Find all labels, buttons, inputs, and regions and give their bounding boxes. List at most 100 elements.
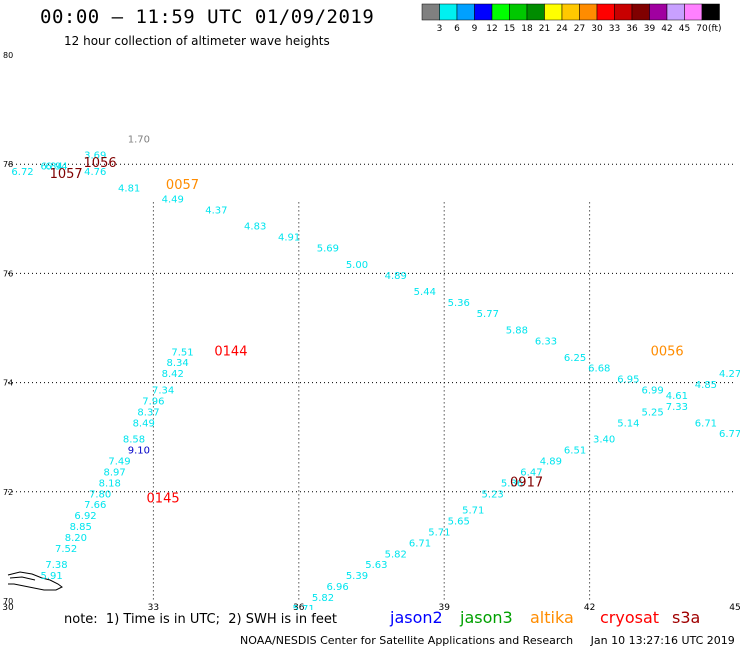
wave-height-value: 5.71: [293, 604, 315, 610]
y-tick-label: 78: [3, 160, 13, 169]
wave-height-value: 5.14: [617, 418, 639, 429]
wave-height-value: 4.49: [162, 194, 184, 205]
x-tick-label: 42: [584, 603, 595, 610]
wave-height-value: 8.42: [162, 369, 184, 380]
wave-height-value: 4.83: [244, 222, 266, 233]
satellite-legend-item: cryosat: [600, 608, 660, 627]
wave-height-value: 4.89: [385, 271, 407, 282]
scale-tick-label: 15: [504, 24, 515, 34]
wave-height-value: 1.70: [128, 134, 150, 145]
scale-tick-label: 12: [486, 24, 497, 34]
wave-height-value: 5.00: [346, 260, 368, 271]
wave-height-value: 6.71: [409, 538, 431, 549]
satellite-legend-item: altika: [530, 608, 574, 627]
scale-tick-label: 36: [626, 24, 638, 34]
scale-tick-label: 45: [679, 24, 690, 34]
wave-height-value: 8.85: [70, 522, 92, 533]
wave-height-value: 5.36: [448, 298, 470, 309]
scale-tick-label: 3: [437, 24, 443, 34]
wave-height-value: 3.69: [84, 151, 106, 162]
wave-height-value: 8.34: [167, 358, 189, 369]
wave-height-value: 7.34: [152, 386, 174, 397]
wave-height-value: 7.38: [45, 560, 67, 571]
scale-swatch: [701, 3, 720, 21]
wave-height-value: 7.66: [84, 500, 106, 511]
y-tick-label: 72: [3, 488, 13, 497]
wave-height-value: 4.27: [719, 369, 740, 380]
wave-height-value: 6.71: [695, 418, 717, 429]
scale-tick-label: 30: [591, 24, 603, 34]
x-tick-label: 30: [2, 603, 14, 610]
wave-height-value: 5.77: [477, 309, 499, 320]
wave-height-value: 7.51: [171, 347, 193, 358]
wave-height-value: 5.39: [346, 571, 368, 582]
wave-height-value: 5.25: [641, 407, 663, 418]
wave-height-value: 6.51: [564, 446, 586, 457]
wave-height-value: 3.40: [593, 435, 615, 446]
wave-height-value: 4.61: [666, 391, 688, 402]
wave-height-value: 4.91: [278, 233, 300, 244]
time-labels: 10571056005701440145091709180056: [50, 156, 684, 507]
axis-ticks: 30 33 36 39 42 45 70 72 74 76 78 80: [2, 51, 740, 610]
scale-tick-label: 6: [454, 24, 460, 34]
x-tick-label: 39: [438, 603, 450, 610]
wave-height-value: 6.25: [564, 353, 586, 364]
y-tick-label: 80: [3, 51, 13, 60]
wave-height-value: 5.71: [462, 506, 484, 517]
coastline: [7, 571, 63, 591]
wave-height-value: 5.63: [365, 560, 387, 571]
scale-tick-label: 18: [521, 24, 533, 34]
wave-height-value: 5.65: [448, 517, 470, 528]
wave-height-value: 6.72: [11, 167, 33, 178]
y-tick-label: 70: [3, 597, 13, 606]
satellite-legend-item: jason2: [390, 608, 443, 627]
x-tick-label: 36: [293, 603, 305, 610]
wave-height-value: 6.84: [40, 162, 62, 173]
y-tick-label: 74: [3, 379, 13, 388]
footer-credit: NOAA/NESDIS Center for Satellite Applica…: [240, 634, 735, 647]
scale-tick-label: 39: [644, 24, 656, 34]
wave-height-value: 6.94: [45, 162, 67, 173]
wave-height-value: 7.49: [108, 457, 130, 468]
wave-height-value: 8.18: [99, 478, 121, 489]
satellite-legend-item: jason3: [460, 608, 513, 627]
wave-height-value: 5.71: [428, 527, 450, 538]
wave-height-value: 7.96: [142, 396, 164, 407]
pass-time-label: 1057: [50, 167, 83, 182]
wave-height-value: 7.33: [666, 402, 688, 413]
wave-height-value: 7.52: [55, 544, 77, 555]
wave-height-value: 4.37: [205, 205, 227, 216]
wave-height-value: 5.69: [317, 244, 339, 255]
satellite-legend-item: s3a: [672, 608, 701, 627]
color-scale-legend: 3 6 9 12 15 18 21 24 27 30 33 36 39 42 45 70 (ft): [421, 3, 722, 34]
wave-height-value: 9.10: [128, 446, 150, 457]
pass-time-label: 0057: [166, 178, 199, 193]
scale-tick-label: 24: [556, 24, 568, 34]
chart-subtitle: 12 hour collection of altimeter wave hei…: [64, 34, 330, 48]
footer-note: note: 1) Time is in UTC; 2) SWH is in fe…: [64, 612, 337, 627]
data-points: 6.72 6.846.94 3.69 4.76 4.81 4.49 4.37 4.83 4.91…: [11, 134, 740, 610]
scale-tick-label: 27: [574, 24, 585, 34]
y-tick-label: 76: [3, 269, 13, 278]
wave-height-value: 4.89: [540, 457, 562, 468]
pass-time-label: 0144: [214, 344, 247, 359]
wave-height-value: 5.82: [385, 549, 407, 560]
coastline-shape: [7, 571, 63, 591]
wave-height-value: 4.76: [84, 167, 106, 178]
scale-tick-label: 21: [539, 24, 550, 34]
x-tick-label: 33: [148, 603, 159, 610]
wave-height-value: 6.92: [74, 511, 96, 522]
wave-height-value: 8.49: [133, 418, 155, 429]
wave-height-value: 6.33: [535, 336, 557, 347]
wave-height-value: 6.68: [588, 364, 610, 375]
wave-height-value: 6.47: [520, 467, 542, 478]
scale-tick-label: 42: [661, 24, 672, 34]
pass-time-label: 0145: [147, 492, 180, 507]
map-plot: 30 33 36 39 42 45 70 72 74 76 78 80 6.72 6.846.94 3.6…: [2, 51, 740, 610]
pass-time-label: 0917: [510, 475, 543, 490]
wave-height-value: 5.82: [312, 593, 334, 604]
pass-time-label: 0056: [651, 344, 684, 359]
wave-height-value: 5.36: [501, 478, 523, 489]
wave-height-value: 4.81: [118, 184, 140, 195]
wave-height-value: 7.80: [89, 489, 111, 500]
